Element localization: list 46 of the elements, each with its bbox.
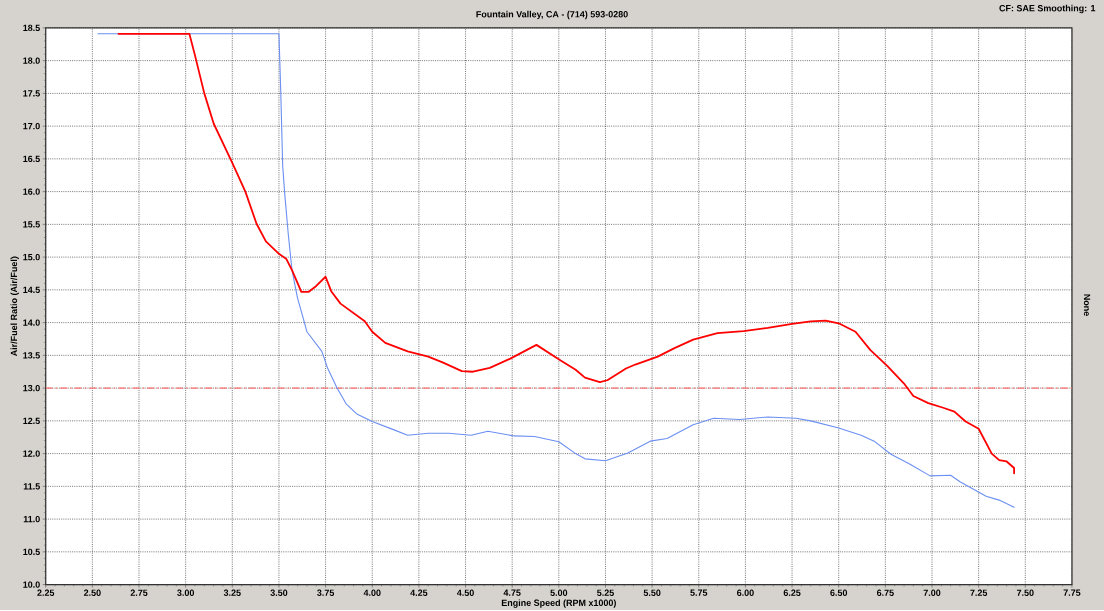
x-tick-label: 4.75 [503, 589, 521, 596]
y-tick-label: 11.0 [23, 515, 40, 523]
y-tick-label: 17.5 [23, 90, 40, 97]
x-tick-label: 7.75 [1063, 589, 1081, 596]
x-tick-label: 7.00 [923, 589, 941, 596]
x-tick-label: 4.25 [410, 589, 428, 596]
x-tick-label: 3.50 [270, 589, 288, 596]
x-tick-label: 5.75 [690, 589, 708, 596]
y-tick-label: 11.5 [23, 483, 40, 490]
y-tick-label: 18.0 [23, 57, 40, 64]
y-tick-label: 12.0 [23, 450, 40, 457]
x-tick-label: 5.25 [597, 589, 614, 596]
x-tick-label: 3.00 [177, 589, 195, 596]
y-tick-label: 14.0 [23, 319, 40, 326]
x-tick-label: 2.75 [130, 589, 148, 596]
x-tick-label: 5.50 [643, 589, 661, 596]
chart-subtitle: Fountain Valley, CA - (714) 593-0280 [476, 10, 628, 20]
x-tick-label: 2.25 [37, 589, 55, 596]
y-tick-label: 10.5 [23, 548, 40, 555]
x-tick-label: 3.75 [317, 589, 335, 596]
y-tick-label: 12.5 [23, 417, 40, 424]
y-tick-label: 13.5 [23, 352, 40, 359]
y-tick-label: 17.0 [23, 122, 40, 130]
y2-axis-title: None [1083, 294, 1091, 316]
x-tick-label: 4.00 [363, 589, 381, 596]
y-tick-label: 13.0 [23, 384, 40, 392]
x-tick-label: 6.00 [737, 589, 754, 596]
x-tick-label: 4.50 [456, 589, 474, 596]
x-tick-label: 7.50 [1016, 589, 1034, 596]
y-tick-label: 16.0 [23, 188, 40, 195]
y-tick-label: 16.5 [23, 155, 40, 163]
text: CF: SAE Smoothing: 1 [999, 4, 1096, 14]
x-tick-label: 6.50 [830, 589, 848, 596]
x-tick-label: 3.25 [223, 589, 241, 596]
y-tick-label: 18.5 [23, 24, 40, 32]
x-tick-label: 7.25 [970, 589, 988, 596]
x-tick-label: 5.00 [550, 589, 568, 596]
x-tick-label: 6.75 [876, 589, 894, 596]
x-tick-label: 2.50 [83, 589, 101, 596]
x-axis-title: Engine Speed (RPM x1000) [501, 599, 616, 608]
y-tick-label: 10.0 [23, 581, 40, 588]
y-axis-title: Air/Fuel Ratio (Air/Fuel) [10, 256, 19, 357]
y-tick-label: 15.0 [23, 253, 40, 261]
y-tick-label: 14.5 [23, 286, 40, 293]
x-tick-label: 6.25 [783, 589, 801, 596]
y-tick-label: 15.5 [23, 221, 40, 228]
